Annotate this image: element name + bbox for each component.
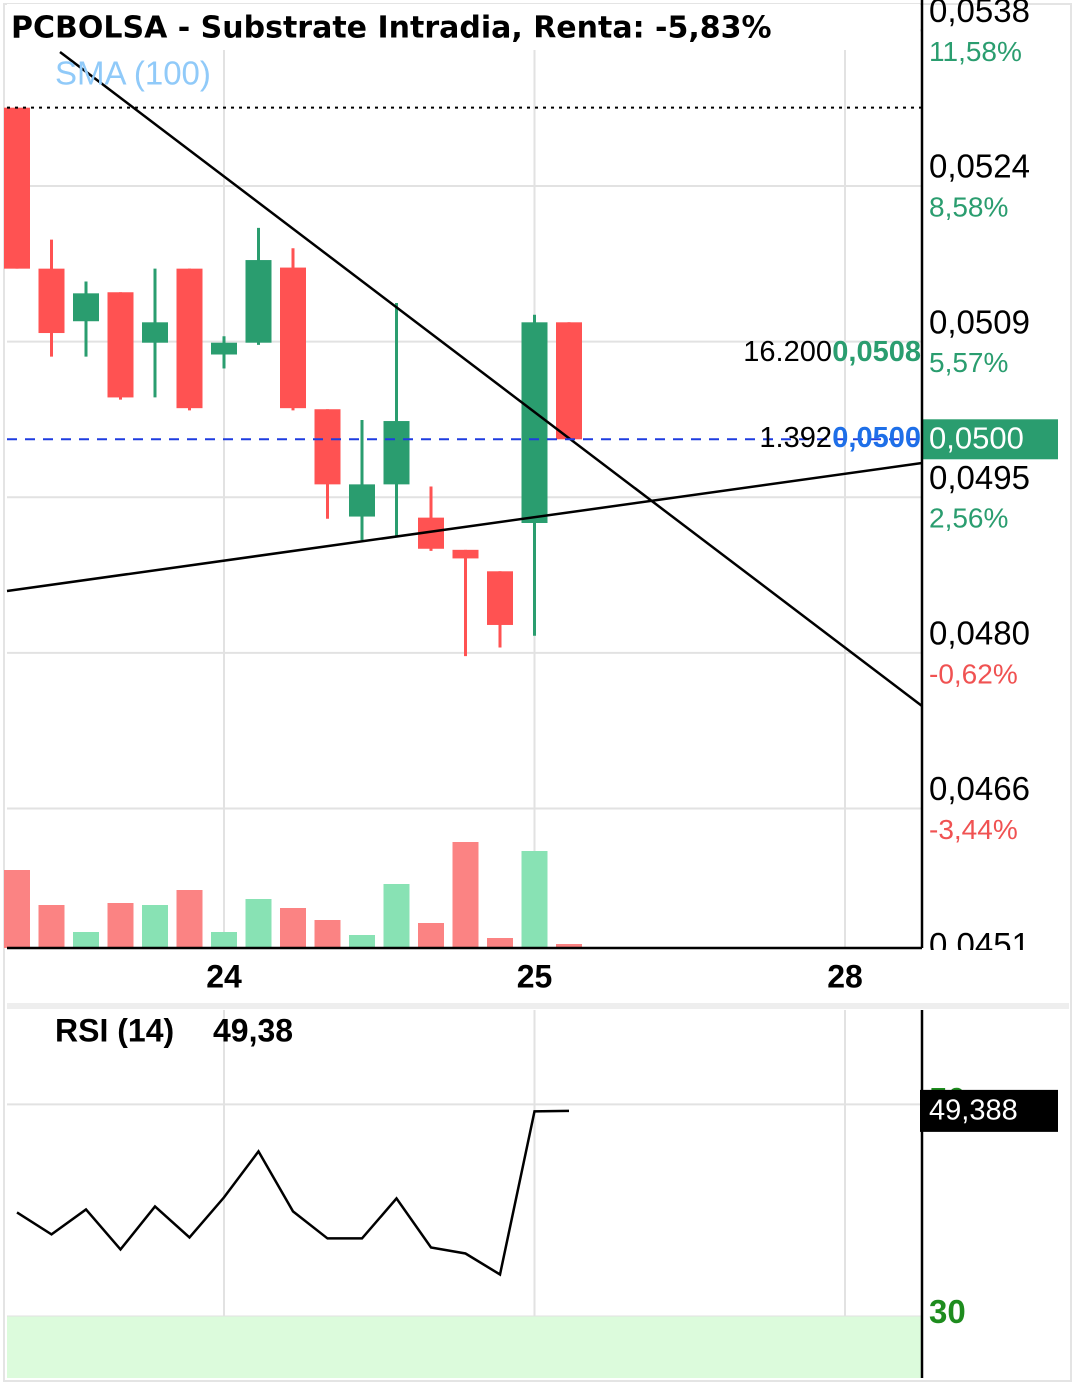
candle-body	[487, 571, 513, 625]
candle-body	[452, 549, 479, 559]
candle-body	[556, 322, 582, 440]
date-strip	[7, 950, 1069, 1003]
order-price: 0,0508	[832, 336, 921, 368]
candle-body	[280, 267, 306, 409]
y-tick-change: -3,44%	[929, 814, 1018, 845]
last-price-box	[923, 419, 1058, 460]
y-tick-label: 0,0495	[929, 459, 1030, 496]
volume-bar	[418, 923, 444, 948]
y-tick-label: 0,0466	[929, 770, 1030, 807]
order-quantity: 1.392	[759, 422, 832, 454]
candle-body	[38, 268, 65, 334]
volume-bar	[107, 903, 134, 948]
volume-bar	[452, 842, 479, 948]
volume-bar	[38, 905, 65, 948]
candle-body	[314, 409, 341, 485]
y-tick-change: 11,58%	[929, 36, 1022, 67]
volume-bar	[349, 935, 375, 948]
order-price: 0,0500	[832, 422, 921, 454]
oversold-zone	[7, 1316, 922, 1378]
y-tick-label: 0,0480	[929, 615, 1030, 652]
rsi-title: RSI (14)	[55, 1012, 174, 1048]
y-tick-label: 0,0509	[929, 303, 1030, 340]
trend-line	[59, 51, 923, 707]
chart-title: PCBOLSA - Substrate Intradia, Renta: -5,…	[11, 11, 772, 46]
volume-bar	[556, 944, 582, 948]
indicator-label: SMA (100)	[55, 55, 211, 92]
x-tick-label: 25	[517, 958, 553, 994]
x-tick-label: 24	[206, 958, 242, 994]
x-tick-label: 28	[827, 958, 863, 994]
y-tick-change: 5,57%	[929, 347, 1008, 378]
volume-bar	[73, 932, 99, 948]
y-tick-change: 2,56%	[929, 503, 1008, 534]
candle-body	[349, 484, 375, 517]
title-box	[7, 4, 920, 50]
last-value-label: 49,388	[929, 1095, 1018, 1127]
y-tick-label: 0,0538	[929, 0, 1030, 29]
y-tick-label: 0,0524	[929, 148, 1030, 185]
separator	[7, 1003, 1069, 1009]
order-quantity: 16.200	[743, 336, 832, 368]
candle-body	[245, 260, 272, 343]
y-tick-label: 30	[929, 1293, 966, 1330]
volume-bar	[211, 932, 237, 948]
rsi-value: 49,38	[213, 1012, 293, 1048]
candle-body	[176, 268, 203, 409]
candle-body	[107, 292, 134, 398]
candle-body	[73, 293, 99, 322]
y-tick-change: 8,58%	[929, 191, 1008, 222]
last-price-label: 0,0500	[929, 420, 1024, 455]
volume-bar	[521, 851, 548, 948]
candle-body	[142, 322, 168, 343]
volume-bar	[383, 884, 410, 948]
candle-body	[521, 322, 548, 524]
last-value-box	[920, 1089, 1058, 1132]
candle-body	[211, 342, 237, 355]
volume-bar	[142, 905, 168, 948]
y-tick-change: -0,62%	[929, 658, 1018, 689]
candle-body	[4, 107, 30, 269]
volume-bar	[245, 899, 272, 948]
volume-bar	[487, 938, 513, 948]
frame	[3, 3, 1072, 1382]
volume-bar	[280, 908, 306, 948]
rsi-line	[16, 1109, 570, 1277]
candle-body	[383, 421, 410, 485]
volume-bar	[176, 890, 203, 948]
volume-bar	[4, 870, 30, 948]
volume-bar	[314, 920, 341, 948]
trend-line	[6, 461, 923, 593]
